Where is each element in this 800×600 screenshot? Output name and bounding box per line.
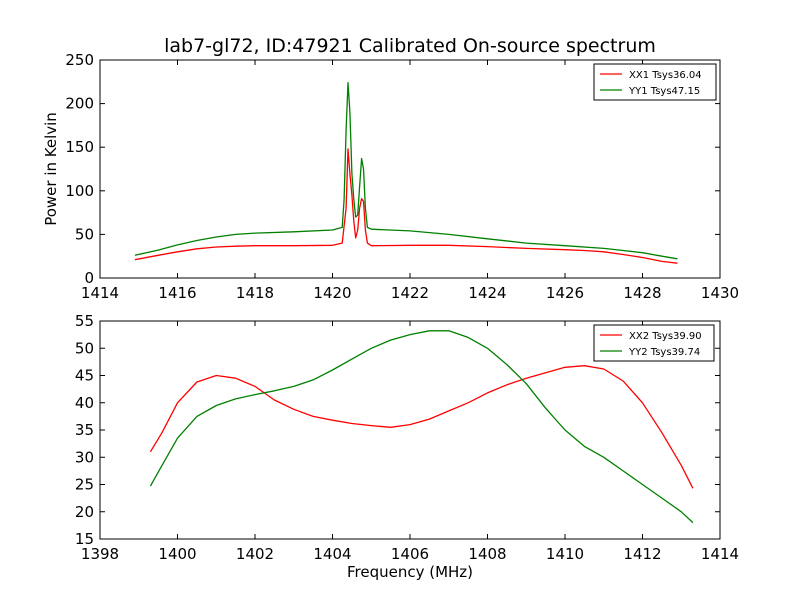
x-tick-label: 1414: [701, 545, 739, 563]
x-tick-label: 1398: [81, 545, 119, 563]
y-tick-label: 40: [75, 394, 94, 412]
chart-title: lab7-gl72, ID:47921 Calibrated On-source…: [164, 35, 656, 57]
y-tick-label: 30: [75, 448, 94, 466]
y-tick-label: 50: [75, 225, 94, 243]
legend-entry: YY1 Tsys47.15: [628, 86, 700, 97]
y-axis-label: Power in Kelvin: [42, 112, 60, 226]
legend-box: [593, 324, 715, 362]
x-tick-label: 1424: [468, 284, 506, 302]
legend-entry: XX1 Tsys36.04: [629, 70, 702, 81]
x-tick-label: 1408: [468, 545, 506, 563]
legend: XX1 Tsys36.04 YY1 Tsys47.15: [593, 63, 717, 101]
y-tick-label: 20: [75, 503, 94, 521]
y-tick-label: 50: [75, 339, 94, 357]
x-tick-label: 1430: [701, 284, 739, 302]
series-line-2: [134, 82, 678, 260]
y-tick-label: 100: [65, 182, 94, 200]
y-tick-label: 0: [84, 269, 94, 287]
x-tick-label: 1426: [546, 284, 584, 302]
y-tick-label: 250: [65, 51, 94, 69]
y-tick-label: 45: [75, 367, 94, 385]
x-tick-label: 1412: [623, 545, 661, 563]
legend-entry: YY2 Tsys39.74: [628, 347, 700, 358]
top-panel: 1414 1416 1418 1420 1422 1424 1426 1428 1430 0 50 1…: [42, 51, 739, 302]
x-tick-label: 1406: [391, 545, 429, 563]
legend-box: [593, 63, 717, 101]
x-tick-label: 1416: [158, 284, 196, 302]
y-tick-label: 200: [65, 95, 94, 113]
bottom-panel: 1398 1400 1402 1404 1406 1408 1410 1412 1414 15 20…: [75, 312, 739, 581]
x-tick-label: 1422: [391, 284, 429, 302]
x-tick-label: 1418: [236, 284, 274, 302]
legend-entry: XX2 Tsys39.90: [629, 331, 702, 342]
x-tick-label: 1402: [236, 545, 274, 563]
y-tick-label: 150: [65, 138, 94, 156]
series-line-1: [134, 148, 678, 264]
x-tick-label: 1420: [313, 284, 351, 302]
legend: XX2 Tsys39.90 YY2 Tsys39.74: [593, 324, 715, 362]
y-tick-label: 25: [75, 476, 94, 494]
y-tick-label: 15: [75, 530, 94, 548]
x-tick-label: 1400: [158, 545, 196, 563]
x-tick-label: 1410: [546, 545, 584, 563]
series-line-1: [149, 365, 694, 489]
y-tick-label: 55: [75, 312, 94, 330]
series-line-2: [149, 330, 694, 524]
x-axis-label: Frequency (MHz): [347, 563, 473, 581]
x-tick-label: 1404: [313, 545, 351, 563]
x-tick-label: 1428: [623, 284, 661, 302]
y-tick-label: 35: [75, 421, 94, 439]
x-tick-label: 1414: [81, 284, 119, 302]
